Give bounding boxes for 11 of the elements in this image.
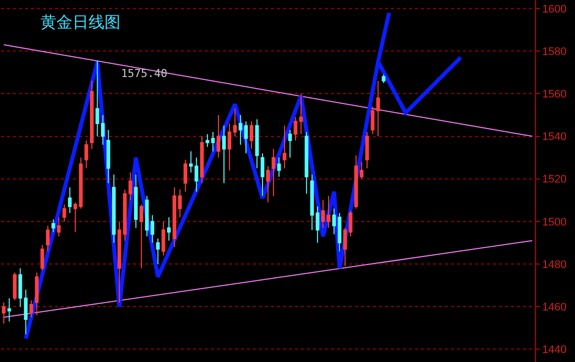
y-tick-label: 1520 xyxy=(542,174,567,186)
text: 黄金日线图 xyxy=(40,12,120,32)
y-tick-label: 1600 xyxy=(542,3,567,16)
y-tick-label: 1560 xyxy=(542,88,567,101)
y-tick-label: 1540 xyxy=(542,131,567,144)
y-tick-label: 1580 xyxy=(542,46,567,58)
annotation: 1575.40 xyxy=(121,67,168,80)
y-tick-label: 1440 xyxy=(542,344,567,356)
y-tick-label: 1500 xyxy=(542,216,567,228)
y-tick-label: 1480 xyxy=(542,258,567,271)
y-tick-label: 1460 xyxy=(542,301,567,314)
